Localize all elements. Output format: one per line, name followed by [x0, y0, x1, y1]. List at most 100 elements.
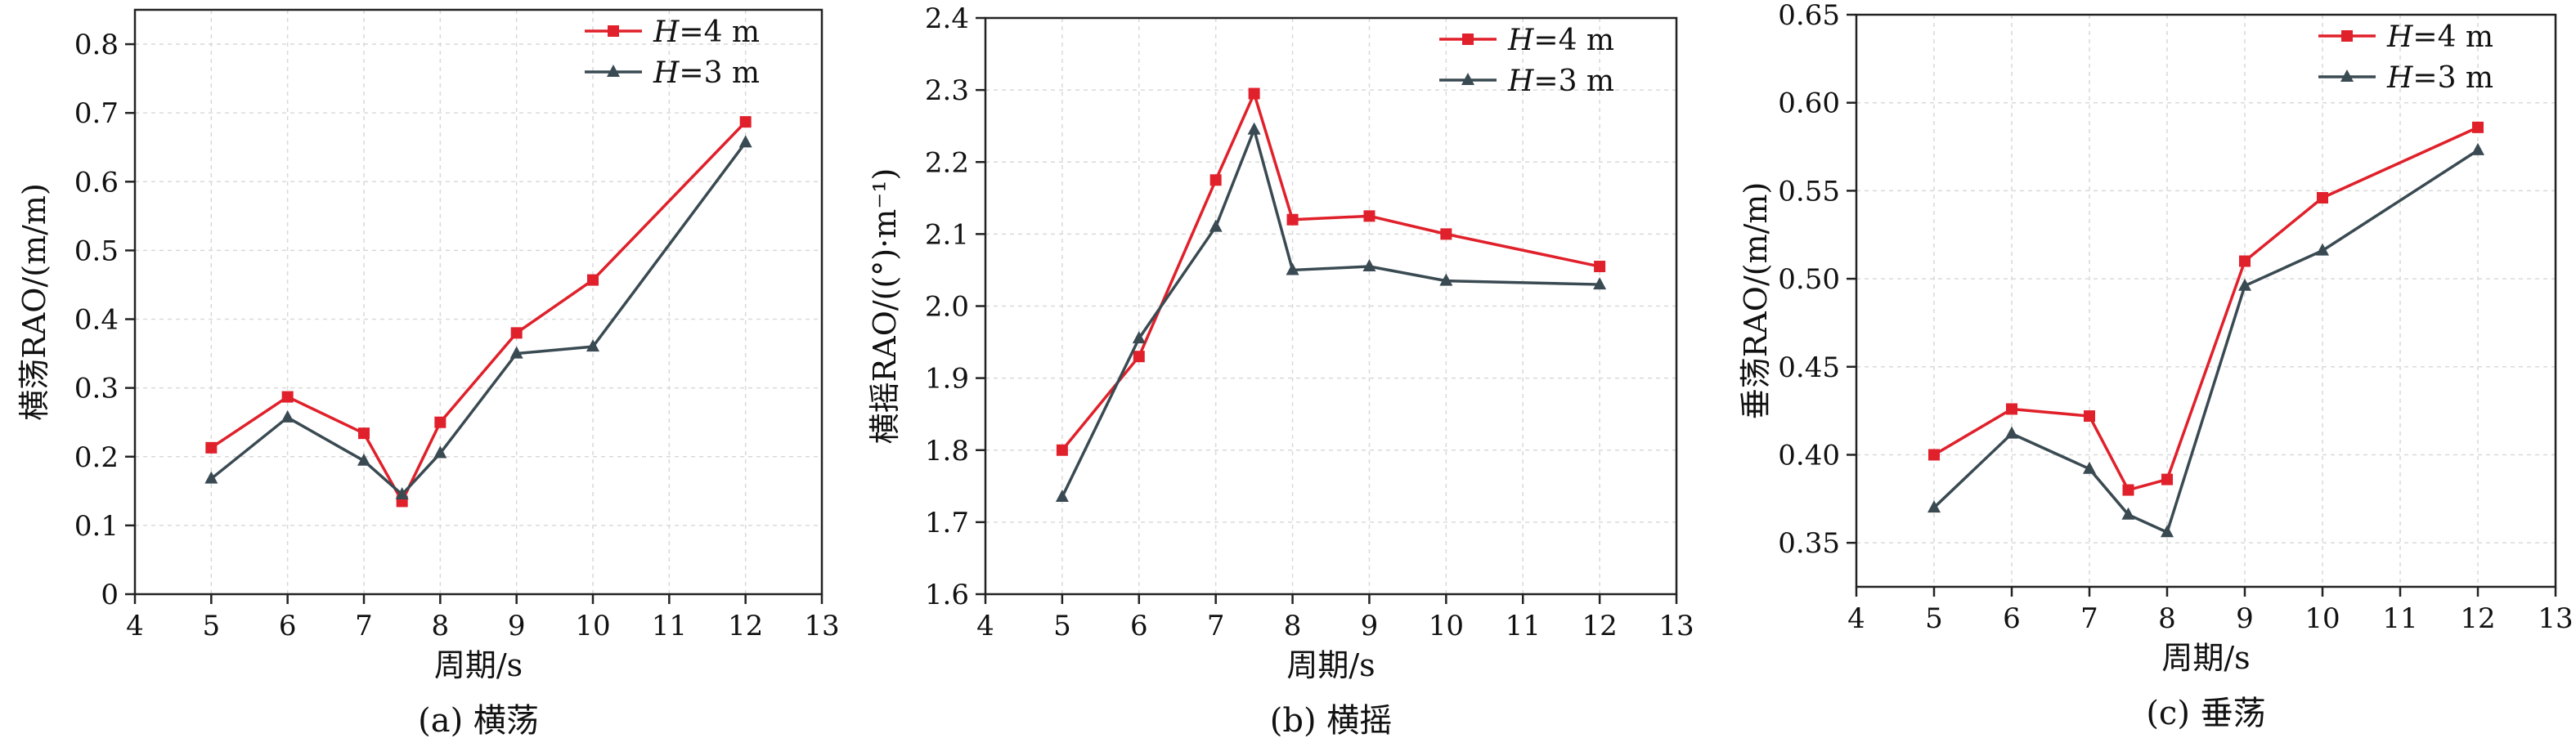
data-point-triangle: [2121, 507, 2135, 520]
plot-frame: [1855, 13, 2557, 588]
legend-label: H=3 m: [653, 56, 760, 90]
y-tick-label: 0.6: [74, 166, 119, 199]
y-tick-label: 1.8: [925, 435, 969, 467]
data-point-square: [2122, 484, 2134, 496]
x-axis-title: 周期/s: [1286, 647, 1375, 683]
plot-frame: [133, 8, 824, 596]
data-point-triangle: [2316, 243, 2329, 256]
series-line: [210, 141, 747, 496]
y-tick-label: 2.1: [925, 218, 969, 251]
data-point-square: [739, 116, 752, 128]
legend-label: H=3 m: [2386, 61, 2493, 95]
y-tick-label: 0.50: [1778, 263, 1840, 296]
y-tick-label: 0.65: [1778, 0, 1840, 32]
data-point-triangle: [395, 487, 409, 500]
chart-panel-2: 4 5 6 7 8 9 10 11 12 13 1.6 1.7 1.8 1.9 2.0 2.1 2.2 2.3 2.…: [867, 2, 1694, 740]
y-tick-label: 2.4: [925, 2, 969, 35]
legend: H=4 m H=3 m: [1439, 24, 1614, 98]
legend-marker-triangle: [1461, 73, 1474, 85]
x-axis-title: 周期/s: [434, 647, 523, 683]
data-point-square: [2317, 192, 2328, 204]
x-tick-label: 6: [2003, 602, 2021, 635]
x-tick-label: 10: [575, 610, 610, 642]
x-tick-label: 6: [1130, 610, 1148, 642]
x-axis-title: 周期/s: [2161, 640, 2250, 676]
data-point-triangle: [2083, 461, 2096, 474]
series-2: [1928, 142, 2484, 538]
data-point-triangle: [1362, 259, 1376, 272]
chart-panel-1: 4 5 6 7 8 9 10 11 12 13 0 0.1 0.2 0.3 0.4 0.5 0.6 0.7 0.8 周…: [16, 8, 840, 740]
data-point-triangle: [1928, 500, 1941, 513]
data-point-square: [1209, 174, 1222, 186]
data-point-triangle: [509, 346, 523, 359]
legend-marker-triangle: [2340, 69, 2354, 82]
x-tick-label: 11: [2382, 602, 2417, 635]
data-point-square: [358, 427, 370, 440]
y-tick-label: 0.1: [74, 510, 119, 543]
series-1: [205, 116, 752, 508]
x-tick-label: 7: [355, 610, 373, 642]
data-point-triangle: [1286, 262, 1299, 275]
series-1: [1056, 87, 1606, 456]
x-tick-label: 8: [432, 610, 450, 642]
data-point-triangle: [1439, 273, 1453, 286]
y-tick-label: 1.7: [925, 507, 969, 539]
x-tick-label: 7: [2080, 602, 2098, 635]
data-point-triangle: [586, 339, 599, 352]
legend-marker-triangle: [607, 65, 620, 77]
legend-marker-square: [1462, 34, 1474, 45]
x-tick-label: 8: [1284, 610, 1302, 642]
data-point-triangle: [357, 453, 370, 466]
data-point-triangle: [2238, 278, 2251, 291]
x-tick-label: 11: [652, 610, 687, 642]
data-point-square: [1248, 87, 1260, 100]
y-tick-label: 0: [101, 579, 119, 611]
data-point-triangle: [1132, 331, 1146, 344]
y-tick-label: 0.2: [74, 441, 119, 474]
panel-caption: (b) 横摇: [1270, 702, 1393, 740]
x-tick-label: 13: [1658, 610, 1694, 642]
data-point-triangle: [2161, 525, 2174, 538]
x-tick-label: 12: [2460, 602, 2495, 635]
data-point-square: [2006, 403, 2017, 415]
x-tick-label: 6: [279, 610, 297, 642]
legend-label: H=4 m: [1507, 24, 1614, 57]
y-tick-label: 0.60: [1778, 87, 1840, 120]
x-tick-label: 13: [2538, 602, 2573, 635]
gridlines: [1856, 14, 2556, 587]
x-tick-label: 9: [2236, 602, 2254, 635]
data-point-square: [281, 391, 294, 403]
legend: H=4 m H=3 m: [2318, 20, 2493, 95]
series-line: [1933, 126, 2479, 492]
legend-label: H=4 m: [2386, 20, 2493, 54]
gridlines: [985, 17, 1677, 595]
y-tick-label: 0.40: [1778, 439, 1840, 472]
data-point-square: [1363, 210, 1376, 222]
x-tick-label: 4: [1847, 602, 1865, 635]
x-tick-label: 4: [976, 610, 994, 642]
data-point-triangle: [204, 471, 218, 484]
data-point-square: [587, 274, 599, 286]
x-tick-label: 9: [508, 610, 526, 642]
x-tick-label: 5: [203, 610, 221, 642]
data-point-square: [2084, 410, 2095, 423]
chart-panel-3: 4 5 6 7 8 9 10 11 12 13 0.35 0.40 0.45 0.50 0.55 0.60 0.…: [1738, 0, 2574, 732]
series-2: [1055, 122, 1607, 503]
data-point-square: [2161, 473, 2173, 485]
data-point-square: [1286, 213, 1299, 226]
y-tick-label: 0.8: [74, 29, 119, 61]
x-tick-label: 5: [1925, 602, 1943, 635]
panel-caption: (a) 横荡: [418, 702, 539, 740]
y-axis-title: 横荡RAO/(m/m): [16, 183, 52, 421]
data-point-square: [510, 327, 523, 339]
data-point-triangle: [433, 445, 447, 459]
data-point-triangle: [2471, 142, 2484, 155]
legend-label: H=4 m: [653, 16, 760, 49]
panel-caption: (c) 垂荡: [2146, 695, 2265, 732]
x-tick-label: 5: [1053, 610, 1071, 642]
x-tick-label: 12: [728, 610, 763, 642]
legend-marker-square: [608, 25, 619, 37]
y-tick-label: 0.3: [74, 373, 119, 405]
data-point-triangle: [738, 135, 752, 148]
